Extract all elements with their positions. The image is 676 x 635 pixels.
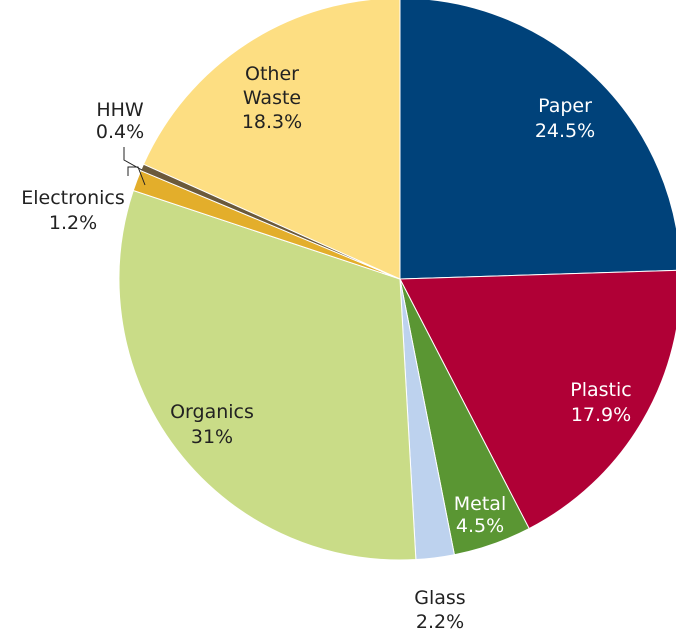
- slice-value-electronics: 1.2%: [49, 212, 97, 234]
- slice-label-other-waste: Other: [245, 63, 299, 85]
- leader-line-electronics: [127, 166, 146, 186]
- slice-label-other-waste: Waste: [243, 87, 301, 109]
- slice-value-plastic: 17.9%: [571, 404, 631, 426]
- leader-line-hhw: [123, 147, 143, 171]
- slice-label-paper: Paper: [538, 95, 592, 117]
- pie-slices: [118, 0, 676, 561]
- pie-slice-other-waste: [142, 0, 401, 280]
- slice-value-paper: 24.5%: [535, 120, 595, 142]
- slice-label-electronics: Electronics: [21, 187, 125, 209]
- slice-label-hhw: HHW: [96, 99, 144, 121]
- slice-value-other-waste: 18.3%: [242, 111, 302, 133]
- pie-slice-organics: [118, 189, 417, 561]
- slice-label-metal: Metal: [454, 493, 506, 515]
- slice-value-metal: 4.5%: [456, 515, 504, 537]
- leader-lines: [123, 147, 146, 186]
- pie-slice-plastic: [399, 269, 676, 530]
- slice-value-glass: 2.2%: [416, 611, 464, 633]
- slice-label-organics: Organics: [170, 401, 254, 423]
- slice-label-plastic: Plastic: [570, 379, 631, 401]
- slice-value-hhw: 0.4%: [96, 121, 144, 143]
- pie-slice-paper: [399, 0, 676, 280]
- slice-label-glass: Glass: [414, 587, 465, 609]
- slice-value-organics: 31%: [191, 426, 233, 448]
